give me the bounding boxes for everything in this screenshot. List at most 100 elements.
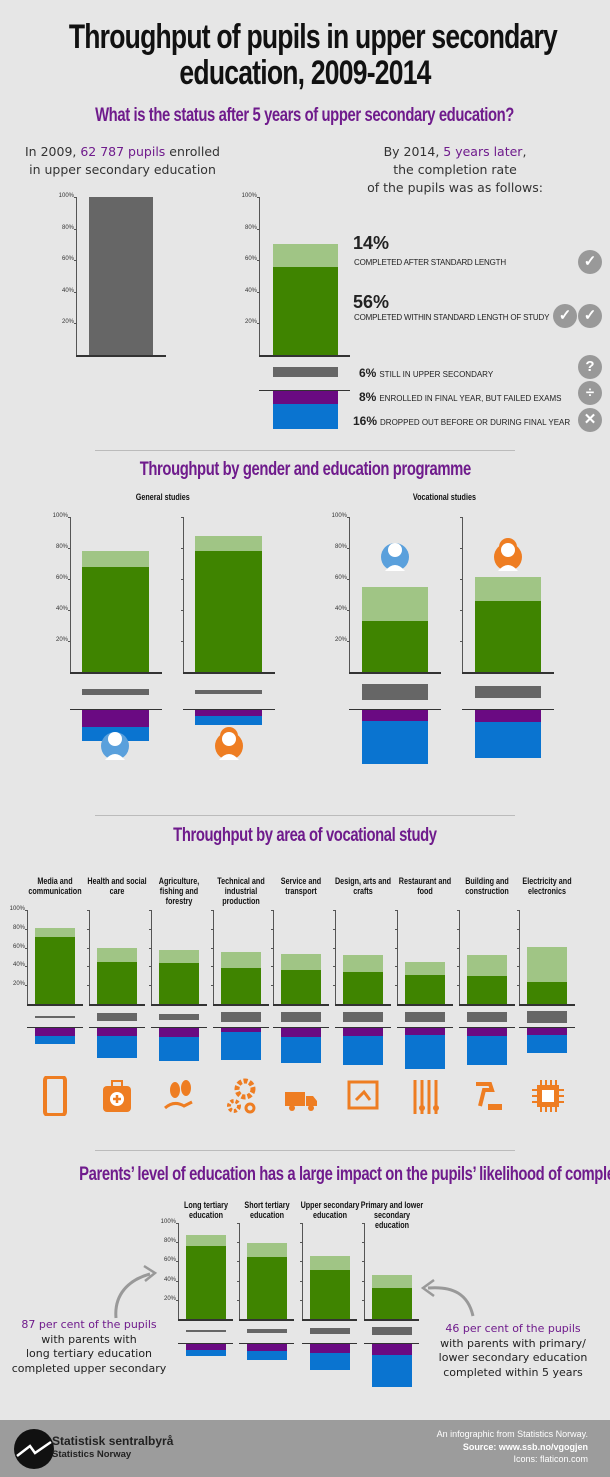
axis-tick <box>181 548 184 549</box>
hammer-bricks-icon <box>470 1076 504 1116</box>
axis-tick <box>457 910 460 911</box>
logo-name: Statistisk sentralbyrå <box>52 1434 174 1448</box>
axis-tick <box>517 928 520 930</box>
divider-line <box>70 709 162 710</box>
axis-tick <box>68 548 71 549</box>
axis-tick <box>460 641 463 642</box>
tick-label: 40% <box>55 606 68 612</box>
axis-tick <box>271 910 274 911</box>
axis-tick <box>257 228 260 230</box>
page-title: Throughput of pupils in upper secondary <box>68 18 558 56</box>
section4-heading: Parents’ level of education has a large … <box>79 1164 610 1185</box>
vocational-studies-label: Vocational studies <box>412 492 476 502</box>
bar-still <box>310 1327 350 1335</box>
bar-failed <box>221 1028 261 1032</box>
axis-tick <box>237 1299 240 1301</box>
axis-tick <box>257 197 260 198</box>
axis-tick <box>25 910 28 911</box>
divide-icon: ÷ <box>578 381 602 405</box>
plant-hand-icon <box>162 1076 196 1116</box>
bar-after <box>281 954 321 971</box>
baseline <box>459 1004 515 1006</box>
divider-line <box>459 1027 515 1028</box>
tick-label: 40% <box>334 606 347 612</box>
y-axis <box>27 910 28 1004</box>
bar-dropped <box>475 722 541 759</box>
axis-tick <box>237 1223 240 1224</box>
axis-tick <box>181 641 184 642</box>
divider-line <box>273 1027 329 1028</box>
axis-tick <box>362 1299 365 1301</box>
y-axis <box>183 517 184 672</box>
bar-failed <box>372 1344 412 1355</box>
bar-failed <box>310 1344 350 1353</box>
bar-still <box>159 1013 199 1021</box>
axis-tick <box>25 985 28 987</box>
baseline <box>239 1319 294 1321</box>
kitchen-utensils-icon <box>408 1076 442 1116</box>
axis-tick <box>271 966 274 968</box>
bar-after <box>467 955 507 976</box>
axis-tick <box>25 947 28 949</box>
bar-failed <box>281 1028 321 1038</box>
chip-icon <box>530 1076 564 1116</box>
axis-tick <box>395 910 398 911</box>
axis-tick <box>74 228 77 230</box>
truck-icon <box>284 1076 318 1116</box>
baseline <box>397 1004 453 1006</box>
y-axis <box>151 910 152 1004</box>
tick-label: 60% <box>12 943 25 950</box>
axis-tick <box>457 947 460 949</box>
axis-tick <box>333 966 336 968</box>
axis-tick <box>149 985 152 987</box>
bar-failed <box>186 1344 226 1350</box>
bar-failed <box>97 1028 137 1037</box>
axis-tick <box>149 966 152 968</box>
bar-still <box>475 685 541 699</box>
bar-after <box>97 947 137 962</box>
baseline <box>76 355 166 357</box>
axis-tick <box>347 579 350 580</box>
bar-dropped <box>221 1031 261 1060</box>
bar-enrolled <box>89 197 153 355</box>
axis-tick <box>237 1261 240 1263</box>
divider-line <box>183 709 275 710</box>
bar-within <box>281 970 321 1004</box>
left-annotation: 87 per cent of the pupils with parents w… <box>11 1318 167 1375</box>
label-after-text: COMPLETED AFTER STANDARD LENGTH <box>354 258 506 267</box>
bar-within <box>273 266 338 355</box>
section1-heading: What is the status after 5 years of uppe… <box>95 105 515 126</box>
bar-failed <box>35 1028 75 1036</box>
bar-still <box>186 1329 226 1333</box>
tick-label: 60% <box>163 1257 176 1264</box>
bar-within <box>405 974 445 1004</box>
axis-tick <box>517 966 520 968</box>
category-label: Long tertiary education <box>183 1200 228 1220</box>
question-icon: ? <box>578 355 602 379</box>
divider-line <box>349 709 441 710</box>
divider-line <box>89 1027 145 1028</box>
category-label: Design, arts and crafts <box>334 876 392 896</box>
baseline <box>519 1004 575 1006</box>
logo-sub: Statistics Norway <box>52 1449 132 1460</box>
category-label: Health and social care <box>87 876 147 896</box>
bar-within <box>35 937 75 1004</box>
bar-still <box>527 1011 567 1023</box>
category-label: Building and construction <box>465 876 509 896</box>
tick-label: 20% <box>334 637 347 643</box>
axis-tick <box>176 1242 179 1244</box>
bar-still <box>247 1329 287 1333</box>
tick-label: 60% <box>334 575 347 581</box>
bar-failed <box>82 710 149 728</box>
label-still: 6% STILL IN UPPER SECONDARY <box>359 366 494 380</box>
tick-label: 100% <box>331 513 347 519</box>
divider-line <box>213 1027 269 1028</box>
baseline <box>302 1319 357 1321</box>
y-axis <box>178 1223 179 1319</box>
bar-still <box>372 1326 412 1336</box>
axis-tick <box>457 985 460 987</box>
bar-within <box>247 1256 287 1319</box>
tick-label: 60% <box>61 256 74 263</box>
tick-label: 80% <box>61 224 74 231</box>
bar-after <box>475 577 541 601</box>
